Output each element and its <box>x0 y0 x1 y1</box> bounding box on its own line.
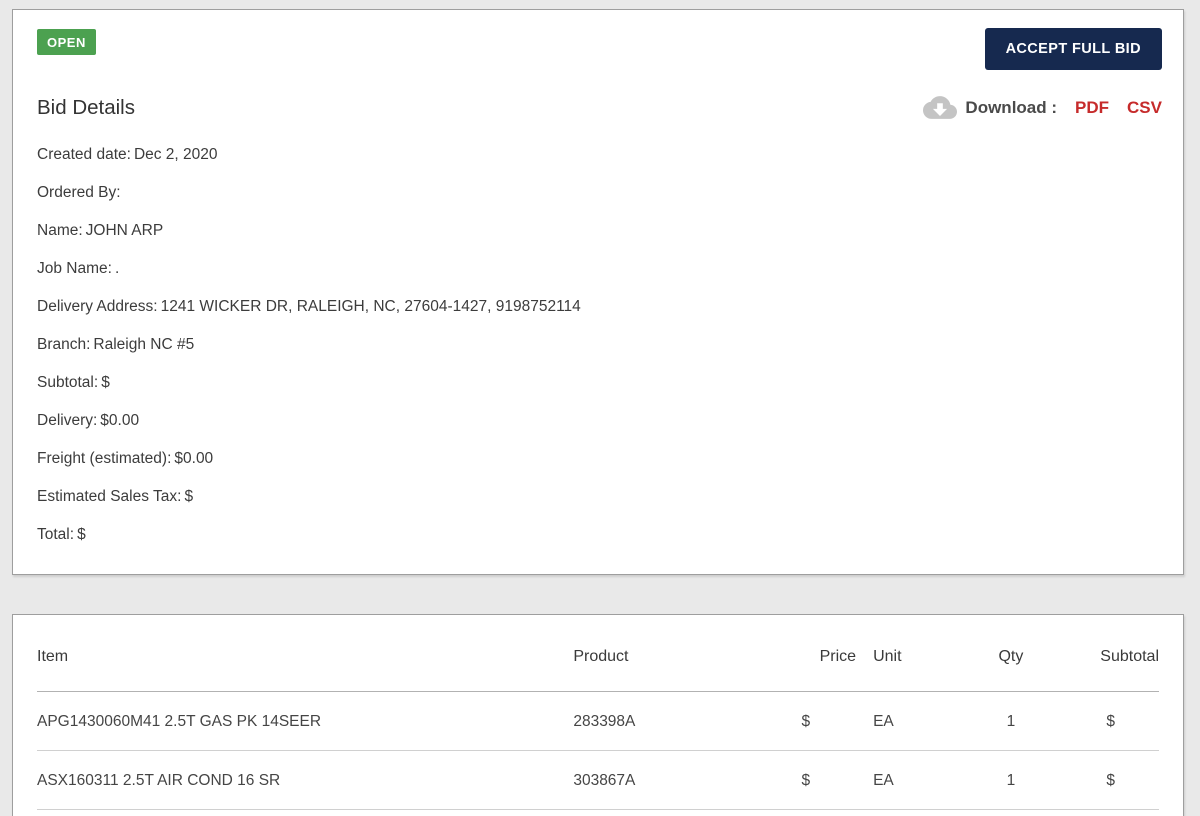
detail-value: $ <box>77 526 86 543</box>
bid-details-card: OPEN ACCEPT FULL BID Bid Details Downloa… <box>12 9 1184 575</box>
accept-full-bid-button[interactable]: ACCEPT FULL BID <box>984 28 1162 70</box>
cell-subtotal: $ <box>1058 691 1159 751</box>
detail-value: $ <box>101 374 110 391</box>
download-label: Download : <box>965 97 1058 117</box>
download-csv-link[interactable]: CSV <box>1127 97 1162 117</box>
column-header-unit: Unit <box>856 615 964 692</box>
column-header-item: Item <box>37 615 574 692</box>
cell-qty: 1 <box>963 750 1058 810</box>
detail-line-created-date: Created date: Dec 2, 2020 <box>37 147 1162 163</box>
column-header-qty: Qty <box>963 615 1058 692</box>
detail-line-total: Total: $ <box>37 527 1162 543</box>
status-badge: OPEN <box>37 29 96 55</box>
detail-label: Ordered By: <box>37 184 121 201</box>
detail-line-sales-tax: Estimated Sales Tax: $ <box>37 489 1162 505</box>
detail-label: Subtotal: <box>37 374 99 391</box>
cell-unit: EA <box>856 750 964 810</box>
cell-qty: 1 <box>963 691 1058 751</box>
detail-value: $ <box>184 488 194 505</box>
column-header-price: Price <box>786 615 857 692</box>
table-row: ASX160311 2.5T AIR COND 16 SR 303867A $ … <box>37 750 1159 810</box>
detail-label: Name: <box>37 222 83 239</box>
detail-label: Job Name: <box>37 260 112 277</box>
table-row: APG1430060M41 2.5T GAS PK 14SEER 283398A… <box>37 691 1159 751</box>
detail-value: Dec 2, 2020 <box>133 146 218 163</box>
detail-line-subtotal: Subtotal: $ <box>37 375 1162 391</box>
cell-product: 283398A <box>573 691 787 751</box>
detail-line-branch: Branch: Raleigh NC #5 <box>37 337 1162 353</box>
detail-value: JOHN ARP <box>85 222 164 239</box>
detail-line-ordered-by: Ordered By: <box>37 185 1162 201</box>
line-items-table: Item Product Price Unit Qty Subtotal APG… <box>37 615 1159 810</box>
cell-item: APG1430060M41 2.5T GAS PK 14SEER <box>37 691 574 751</box>
card-header-row: OPEN ACCEPT FULL BID <box>37 28 1162 70</box>
detail-value: 1241 WICKER DR, RALEIGH, NC, 27604-1427,… <box>160 298 581 315</box>
detail-line-delivery-address: Delivery Address: 1241 WICKER DR, RALEIGH… <box>37 299 1162 315</box>
column-header-subtotal: Subtotal <box>1058 615 1159 692</box>
title-row: Bid Details Download : PDF CSV <box>37 95 1162 120</box>
detail-value: $0.00 <box>174 450 214 467</box>
detail-label: Delivery: <box>37 412 98 429</box>
detail-line-delivery: Delivery: $0.00 <box>37 413 1162 429</box>
detail-label: Delivery Address: <box>37 298 158 315</box>
detail-label: Total: <box>37 526 75 543</box>
detail-line-freight: Freight (estimated): $0.00 <box>37 451 1162 467</box>
table-header-row: Item Product Price Unit Qty Subtotal <box>37 615 1159 692</box>
page-title: Bid Details <box>37 95 135 119</box>
detail-value: Raleigh NC #5 <box>93 336 195 353</box>
detail-label: Created date: <box>37 146 131 163</box>
download-pdf-link[interactable]: PDF <box>1075 97 1110 117</box>
detail-line-name: Name: JOHN ARP <box>37 223 1162 239</box>
detail-label: Estimated Sales Tax: <box>37 488 182 505</box>
cell-price: $ <box>786 750 857 810</box>
cell-item: ASX160311 2.5T AIR COND 16 SR <box>37 750 574 810</box>
bid-details-list: Created date: Dec 2, 2020 Ordered By: Nam… <box>37 147 1162 543</box>
cell-price: $ <box>786 691 857 751</box>
download-area: Download : PDF CSV <box>923 95 1162 120</box>
line-items-card: Item Product Price Unit Qty Subtotal APG… <box>12 614 1184 816</box>
detail-value: . <box>114 260 120 277</box>
detail-label: Branch: <box>37 336 91 353</box>
detail-label: Freight (estimated): <box>37 450 172 467</box>
cloud-download-icon <box>923 95 958 120</box>
detail-line-job-name: Job Name:. <box>37 261 1162 277</box>
detail-value: $0.00 <box>100 412 140 429</box>
cell-unit: EA <box>856 691 964 751</box>
column-header-product: Product <box>573 615 787 692</box>
cell-subtotal: $ <box>1058 750 1159 810</box>
cell-product: 303867A <box>573 750 787 810</box>
